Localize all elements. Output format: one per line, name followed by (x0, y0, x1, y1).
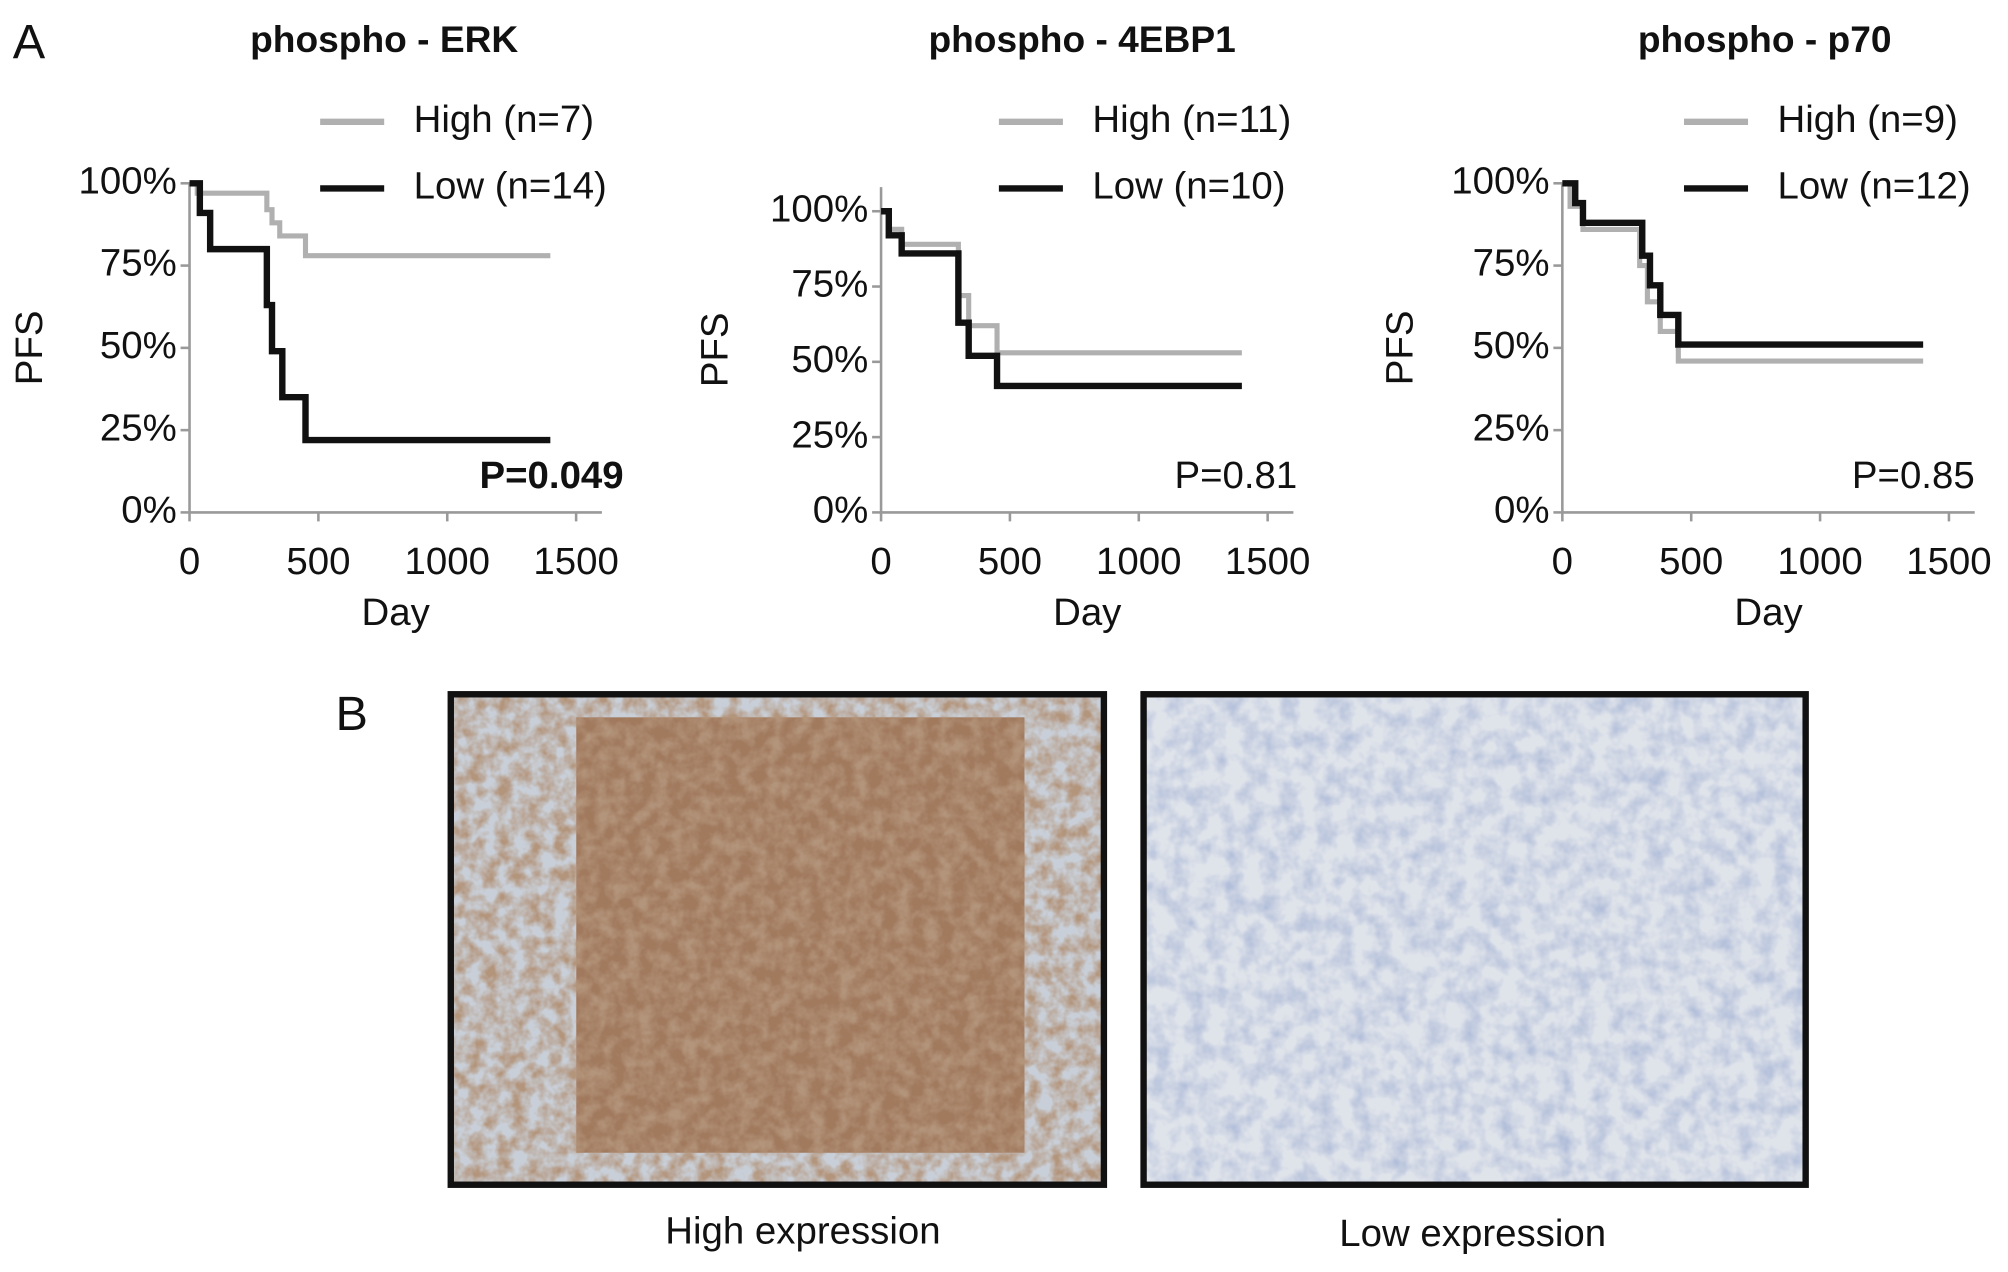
x-axis-label: Day (1734, 591, 1803, 634)
p-value: P=0.81 (1174, 454, 1297, 497)
x-tick-label: 0 (1552, 540, 1573, 583)
survival-line (189, 180, 551, 444)
x-tick-label: 500 (1659, 540, 1723, 583)
x-tick-label: 1500 (1225, 540, 1310, 583)
y-axis-label: PFS (693, 312, 736, 387)
x-tick-label: 1000 (1777, 540, 1862, 583)
y-tick-label: 100% (1451, 159, 1549, 202)
x-tick-label: 500 (978, 540, 1042, 583)
y-tick-label: 50% (791, 338, 868, 381)
x-tick-label: 1000 (1096, 540, 1181, 583)
y-tick-label: 0% (121, 489, 177, 532)
legend-label: Low (n=10) (1092, 165, 1285, 208)
micrograph-low (1140, 691, 1809, 1188)
panel-label: A (13, 15, 46, 69)
panel-label: B (336, 687, 368, 741)
x-tick-label: 1500 (533, 540, 618, 583)
chart-title: phospho - ERK (250, 18, 518, 60)
survival-line (881, 208, 1242, 390)
y-tick-label: 100% (78, 159, 176, 202)
y-tick-label: 50% (100, 324, 177, 367)
x-tick-label: 1000 (405, 540, 490, 583)
chart-title: phospho - p70 (1638, 18, 1892, 60)
x-axis-label: Day (362, 591, 431, 634)
image-caption: Low expression (1339, 1212, 1606, 1255)
y-tick-label: 25% (100, 406, 177, 449)
y-tick-label: 0% (1494, 489, 1550, 532)
y-tick-label: 50% (1473, 324, 1550, 367)
survival-line (1562, 180, 1924, 364)
x-tick-label: 1500 (1906, 540, 1991, 583)
p-value: P=0.049 (480, 454, 624, 497)
survival-line (881, 208, 1242, 356)
y-tick-label: 75% (791, 263, 868, 306)
legend-label: Low (n=14) (414, 165, 607, 208)
legend-label: High (n=9) (1777, 98, 1957, 141)
x-tick-label: 0 (179, 540, 200, 583)
x-tick-label: 0 (870, 540, 891, 583)
y-tick-label: 25% (1473, 406, 1550, 449)
y-tick-label: 25% (791, 413, 868, 456)
y-tick-label: 75% (100, 242, 177, 285)
y-axis-label: PFS (1378, 311, 1421, 386)
image-caption: High expression (665, 1210, 940, 1253)
x-tick-label: 500 (286, 540, 350, 583)
survival-line (1562, 180, 1924, 348)
y-axis-label: PFS (8, 311, 51, 386)
legend-label: Low (n=12) (1777, 165, 1970, 208)
micrograph-high (447, 691, 1108, 1188)
x-axis-label: Day (1053, 591, 1122, 634)
y-tick-label: 75% (1473, 242, 1550, 285)
y-tick-label: 0% (813, 489, 869, 532)
p-value: P=0.85 (1852, 454, 1975, 497)
legend-label: High (n=11) (1092, 98, 1291, 141)
chart-title: phospho - 4EBP1 (928, 18, 1235, 60)
legend-label: High (n=7) (414, 98, 594, 141)
y-tick-label: 100% (770, 187, 868, 230)
